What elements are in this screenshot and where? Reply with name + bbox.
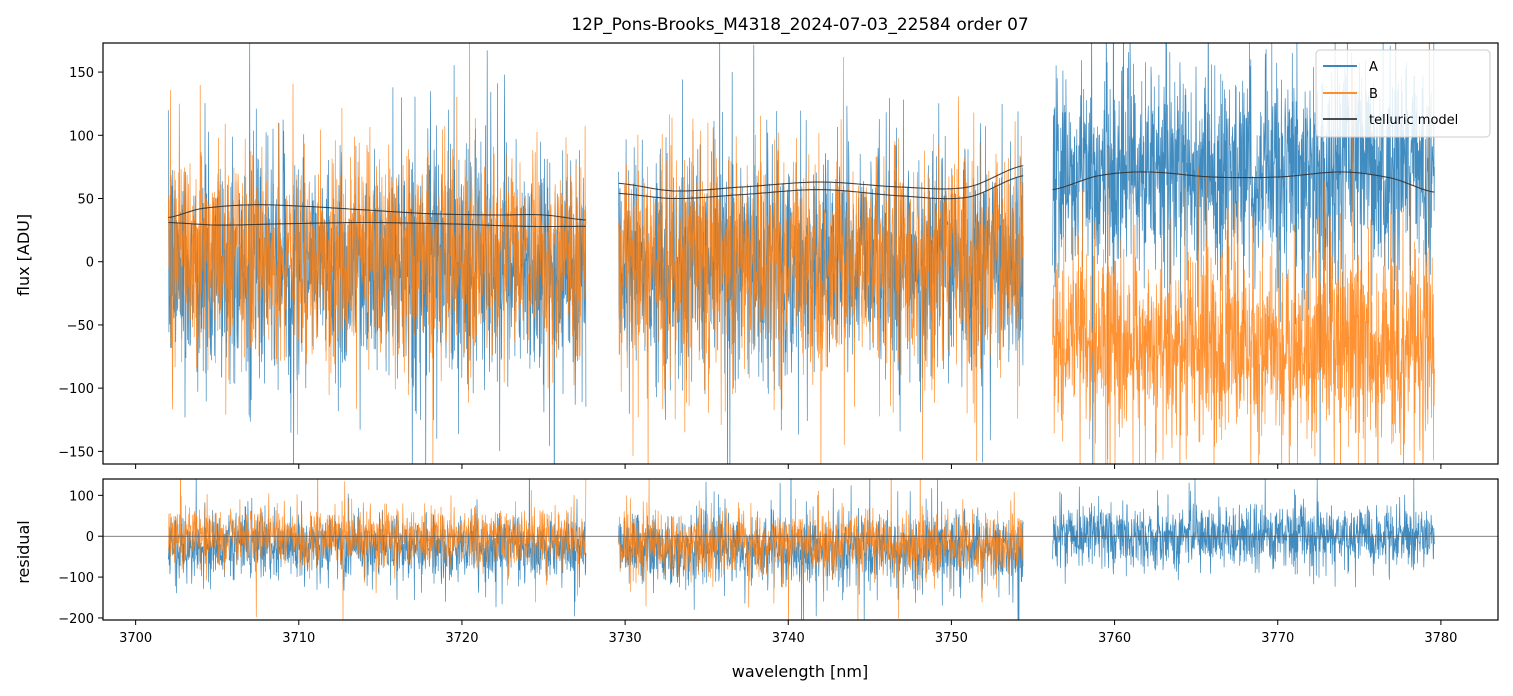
residual-series-a-segment-3 xyxy=(1052,479,1435,588)
x-tick-label: 3730 xyxy=(609,631,642,646)
flux-y-axis-label: flux [ADU] xyxy=(14,214,33,296)
flux-y-tick-label: −50 xyxy=(67,319,94,334)
x-tick-label: 3780 xyxy=(1424,631,1457,646)
residual-axes-frame xyxy=(102,478,1499,621)
flux-series-b-segment-3 xyxy=(1052,43,1435,464)
residual-series-b-segment-2 xyxy=(618,479,1024,620)
flux-y-tick-label: 50 xyxy=(77,193,94,208)
residual-y-tick-label: −200 xyxy=(58,612,94,627)
x-tick-label: 3720 xyxy=(445,631,478,646)
residual-series-b-segment-1 xyxy=(167,479,587,620)
x-tick-label: 3710 xyxy=(282,631,315,646)
x-tick-label: 3700 xyxy=(119,631,152,646)
residual-panel: 100 0 −100 −200 3700 3710 3720 3730 3740 3750 376… xyxy=(14,478,1499,681)
flux-y-ticks: 150 100 50 0 −50 −100 −150 xyxy=(58,66,103,460)
telluric-model-curve-3 xyxy=(618,165,1024,192)
flux-series-b-segment-1 xyxy=(167,43,587,464)
telluric-model-curve-4 xyxy=(618,175,1024,200)
flux-x-ticks xyxy=(135,464,1442,469)
x-axis-label: wavelength [nm] xyxy=(732,662,869,681)
flux-y-tick-label: −150 xyxy=(58,445,94,460)
x-tick-label: 3770 xyxy=(1261,631,1294,646)
flux-y-tick-label: 0 xyxy=(86,256,94,271)
legend-label-telluric: telluric model xyxy=(1369,113,1458,128)
telluric-model-curve-2 xyxy=(168,221,586,228)
legend-box xyxy=(1315,49,1491,138)
residual-plot-area xyxy=(103,479,1498,620)
legend-label-b: B xyxy=(1369,87,1378,102)
flux-y-tick-label: −100 xyxy=(58,382,94,397)
residual-y-ticks: 100 0 −100 −200 xyxy=(58,489,103,627)
flux-series-b-segment-2 xyxy=(618,57,1024,464)
residual-y-tick-label: 0 xyxy=(86,530,94,545)
chart-title: 12P_Pons-Brooks_M4318_2024-07-03_22584 o… xyxy=(571,15,1028,35)
flux-plot-area xyxy=(167,43,1435,464)
flux-axes-frame xyxy=(102,42,1499,465)
residual-y-axis-label: residual xyxy=(14,520,33,583)
legend: A B telluric model xyxy=(1315,49,1491,138)
residual-y-tick-label: −100 xyxy=(58,571,94,586)
telluric-model-curve-1 xyxy=(168,204,586,221)
x-tick-label: 3740 xyxy=(772,631,805,646)
flux-y-tick-label: 150 xyxy=(69,66,94,81)
residual-y-tick-label: 100 xyxy=(69,489,94,504)
telluric-model-curve-5 xyxy=(1052,171,1435,193)
flux-y-tick-label: 100 xyxy=(69,129,94,144)
legend-label-a: A xyxy=(1369,60,1378,75)
x-tick-label: 3750 xyxy=(935,631,968,646)
flux-panel: 150 100 50 0 −50 −100 −150 flux [ADU] A B tell… xyxy=(14,42,1499,469)
x-tick-label: 3760 xyxy=(1098,631,1131,646)
residual-x-ticks: 3700 3710 3720 3730 3740 3750 3760 3770 3780 xyxy=(119,620,1457,646)
